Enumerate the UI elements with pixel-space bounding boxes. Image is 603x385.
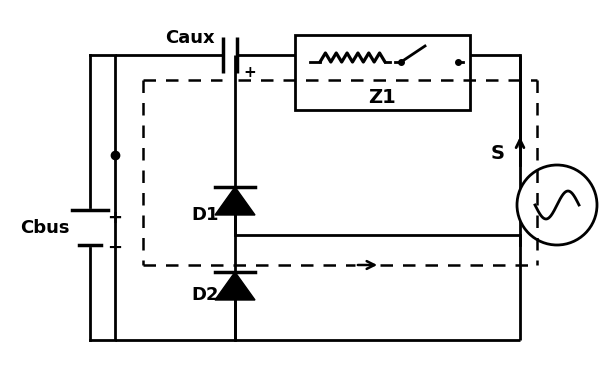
Circle shape — [517, 165, 597, 245]
Text: D2: D2 — [191, 286, 219, 304]
Text: S: S — [491, 144, 505, 162]
Text: Z1: Z1 — [368, 87, 396, 107]
Text: +: + — [107, 209, 122, 227]
Bar — [295, 35, 470, 110]
Polygon shape — [215, 187, 255, 215]
Text: −: − — [107, 239, 122, 257]
Text: Cbus: Cbus — [21, 219, 70, 237]
Text: +: + — [244, 65, 256, 79]
Polygon shape — [215, 272, 255, 300]
Text: D1: D1 — [191, 206, 219, 224]
Text: Caux: Caux — [165, 29, 215, 47]
